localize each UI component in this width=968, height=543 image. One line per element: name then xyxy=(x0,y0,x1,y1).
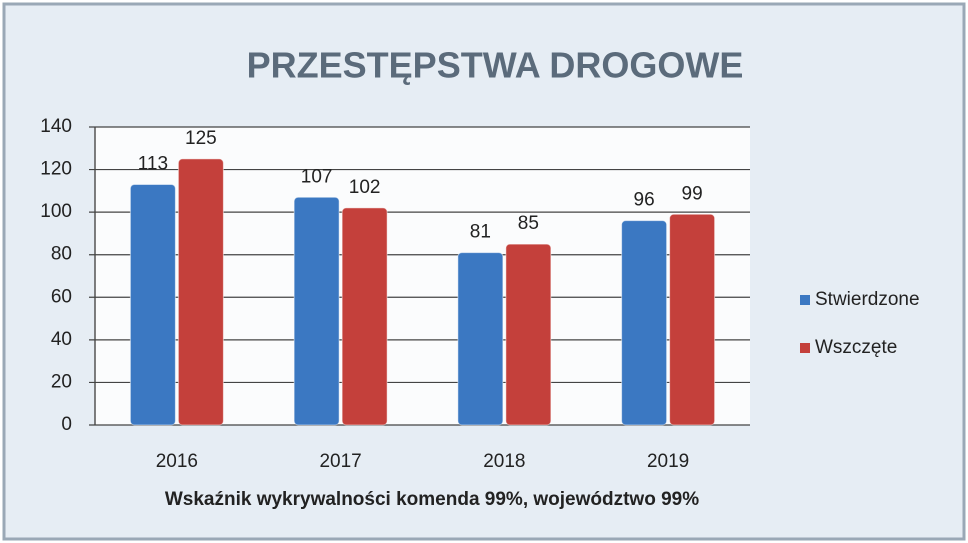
value-label: 99 xyxy=(682,183,703,204)
x-tick-label: 2019 xyxy=(647,451,689,472)
legend-label: Stwierdzone xyxy=(815,289,920,310)
value-label: 125 xyxy=(185,128,217,149)
bar xyxy=(669,213,716,426)
x-tick-label: 2018 xyxy=(483,451,525,472)
value-label: 113 xyxy=(138,153,168,174)
bar xyxy=(621,220,668,426)
y-tick-label: 0 xyxy=(61,414,72,435)
bar xyxy=(341,207,388,426)
value-label: 85 xyxy=(518,213,539,234)
footnote: Wskaźnik wykrywalności komenda 99%, woje… xyxy=(165,489,699,510)
bar xyxy=(293,196,340,426)
y-tick-label: 40 xyxy=(51,329,72,350)
value-label: 102 xyxy=(349,177,381,198)
legend-label: Wszczęte xyxy=(815,337,897,358)
y-tick-label: 140 xyxy=(40,116,72,137)
x-tick-label: 2017 xyxy=(319,451,361,472)
y-tick-label: 100 xyxy=(40,201,72,222)
legend-swatch xyxy=(800,343,810,353)
y-tick-label: 60 xyxy=(51,286,72,307)
bar xyxy=(129,183,176,426)
y-tick-label: 80 xyxy=(51,244,72,265)
value-label: 96 xyxy=(634,190,655,211)
value-label: 81 xyxy=(470,222,491,243)
x-tick-label: 2016 xyxy=(156,451,198,472)
bar xyxy=(177,158,224,426)
value-label: 107 xyxy=(301,166,333,187)
y-tick-label: 20 xyxy=(51,371,72,392)
legend-swatch xyxy=(800,295,810,305)
bar xyxy=(505,243,552,426)
y-tick-label: 120 xyxy=(40,159,72,180)
bar xyxy=(457,252,504,426)
chart-title: PRZESTĘPSTWA DROGOWE xyxy=(247,45,744,86)
